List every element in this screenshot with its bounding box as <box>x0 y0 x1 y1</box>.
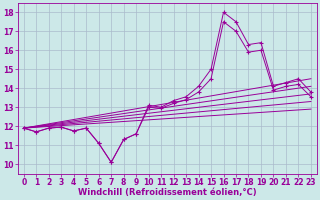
X-axis label: Windchill (Refroidissement éolien,°C): Windchill (Refroidissement éolien,°C) <box>78 188 257 197</box>
